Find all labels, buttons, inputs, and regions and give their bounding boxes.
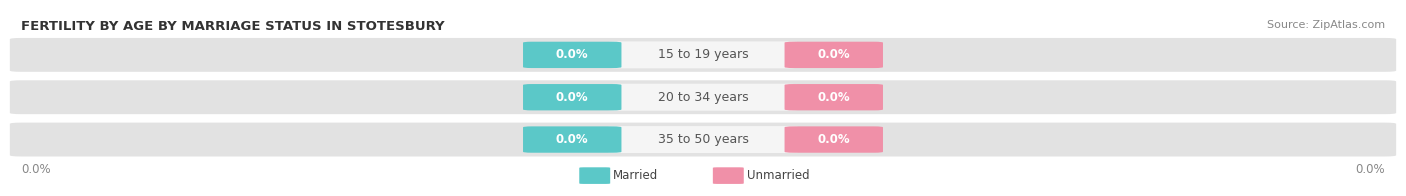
Text: 0.0%: 0.0% — [817, 133, 851, 146]
FancyBboxPatch shape — [785, 126, 883, 153]
Text: 35 to 50 years: 35 to 50 years — [658, 133, 748, 146]
FancyBboxPatch shape — [10, 123, 1396, 156]
Text: 0.0%: 0.0% — [555, 91, 589, 104]
FancyBboxPatch shape — [607, 84, 799, 111]
FancyBboxPatch shape — [579, 167, 610, 184]
FancyBboxPatch shape — [523, 42, 621, 68]
FancyBboxPatch shape — [785, 42, 883, 68]
Text: Married: Married — [613, 169, 658, 182]
Text: 0.0%: 0.0% — [555, 48, 589, 61]
FancyBboxPatch shape — [607, 126, 799, 153]
Text: 0.0%: 0.0% — [1355, 163, 1385, 176]
Text: 20 to 34 years: 20 to 34 years — [658, 91, 748, 104]
FancyBboxPatch shape — [785, 84, 883, 110]
FancyBboxPatch shape — [607, 41, 799, 68]
Text: 0.0%: 0.0% — [21, 163, 51, 176]
Text: 15 to 19 years: 15 to 19 years — [658, 48, 748, 61]
Text: 0.0%: 0.0% — [817, 91, 851, 104]
Text: FERTILITY BY AGE BY MARRIAGE STATUS IN STOTESBURY: FERTILITY BY AGE BY MARRIAGE STATUS IN S… — [21, 20, 444, 33]
FancyBboxPatch shape — [10, 38, 1396, 72]
FancyBboxPatch shape — [10, 80, 1396, 114]
FancyBboxPatch shape — [713, 167, 744, 184]
FancyBboxPatch shape — [523, 84, 621, 110]
Text: 0.0%: 0.0% — [817, 48, 851, 61]
Text: 0.0%: 0.0% — [555, 133, 589, 146]
FancyBboxPatch shape — [523, 126, 621, 153]
Text: Source: ZipAtlas.com: Source: ZipAtlas.com — [1267, 20, 1385, 30]
Text: Unmarried: Unmarried — [747, 169, 810, 182]
